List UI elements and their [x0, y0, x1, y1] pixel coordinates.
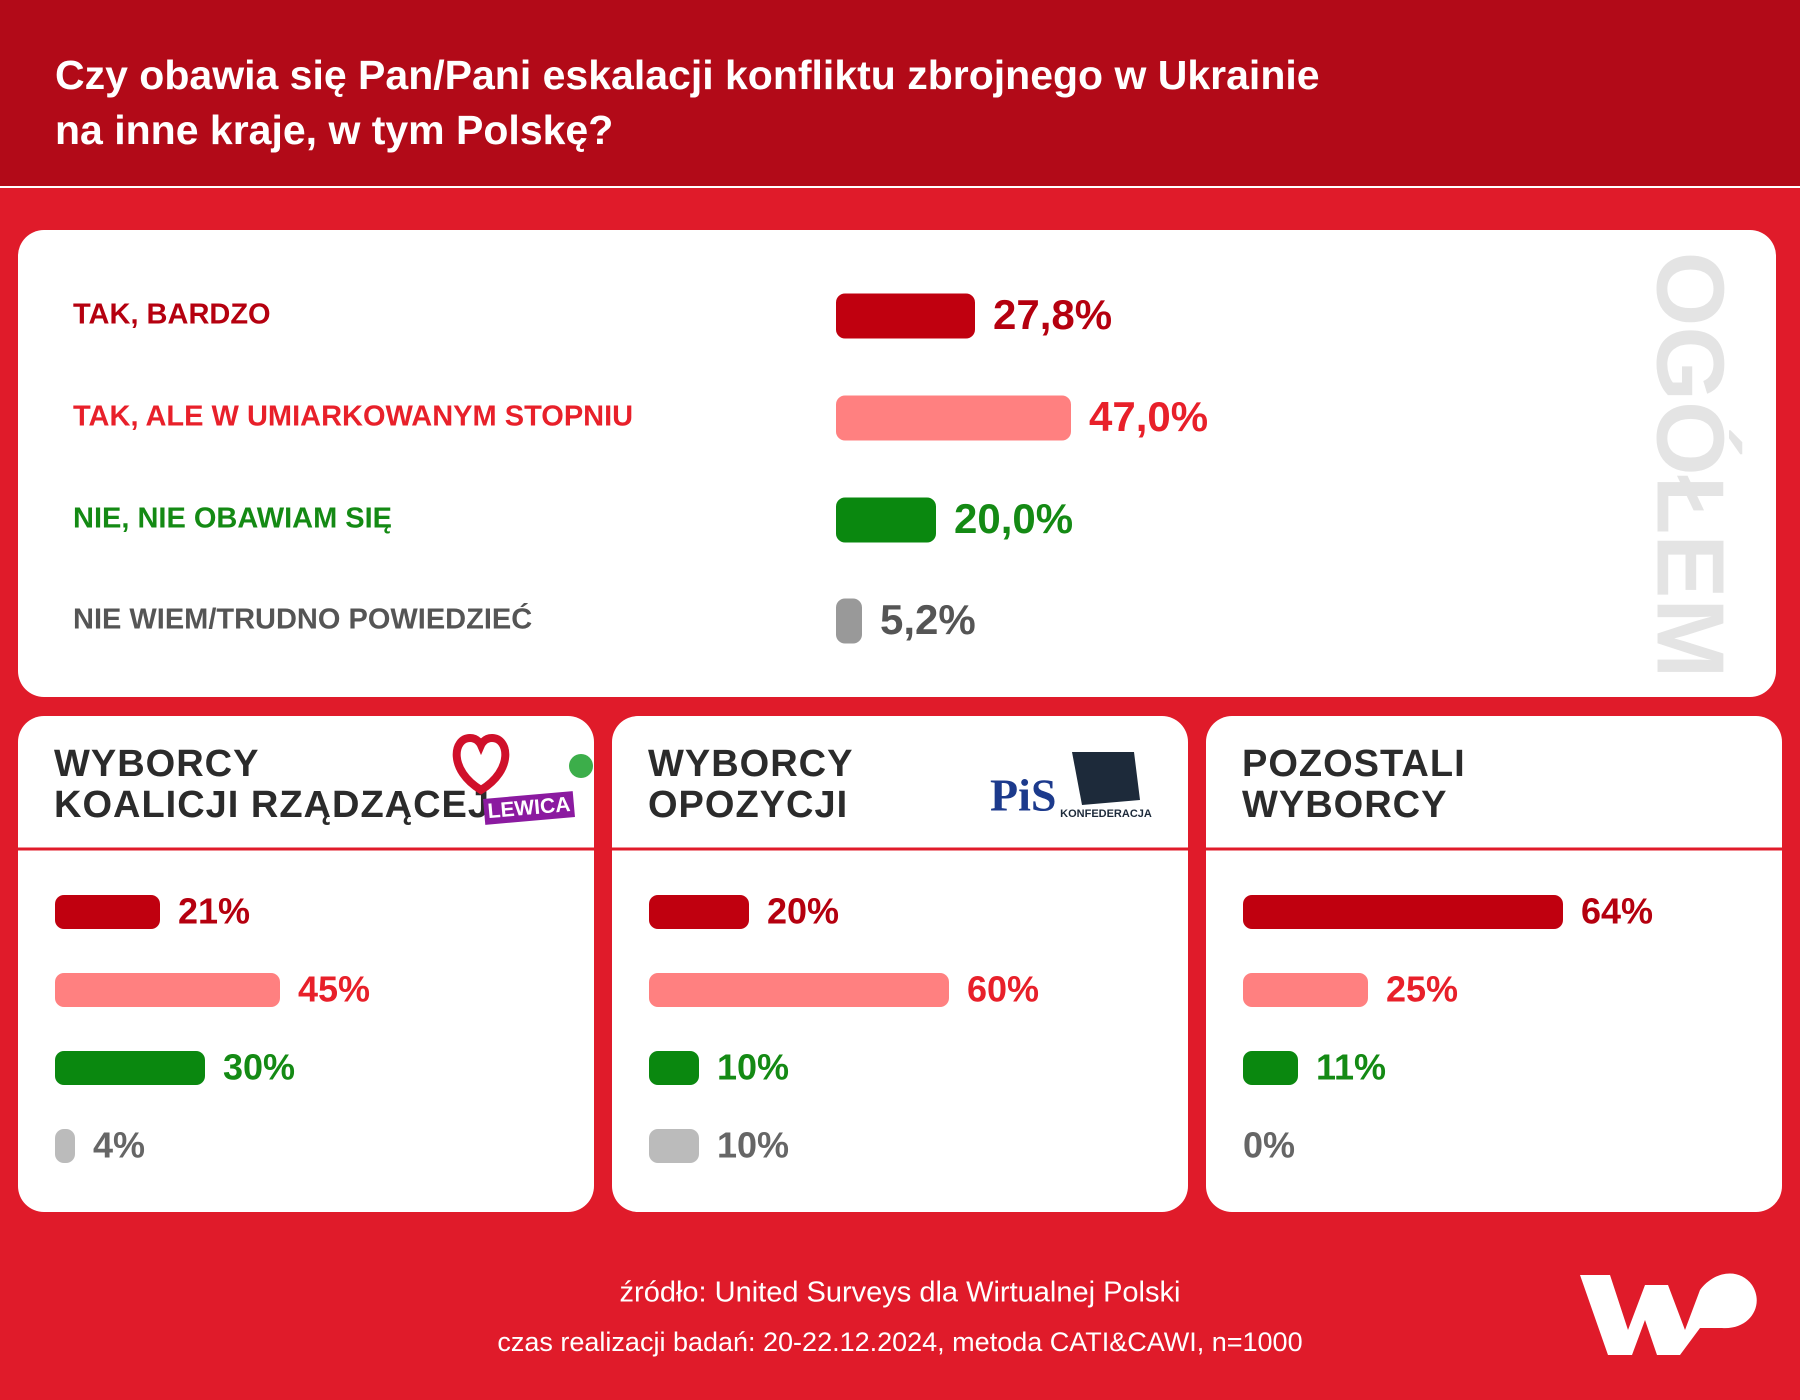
bar [55, 895, 160, 929]
method: czas realizacji badań: 20-22.12.2024, me… [497, 1327, 1302, 1357]
bar [1243, 973, 1368, 1007]
bar [649, 973, 949, 1007]
category-label: NIE, NIE OBAWIAM SIĘ [73, 503, 392, 535]
bar [836, 598, 862, 644]
category-label: TAK, ALE W UMIARKOWANYM STOPNIU [73, 401, 633, 433]
wp-logo [1580, 1273, 1757, 1355]
bar [649, 895, 749, 929]
value-label: 30% [223, 1047, 295, 1088]
value-label: 60% [967, 969, 1039, 1010]
logo-box [483, 791, 575, 825]
value-label: 47,0% [1089, 393, 1208, 440]
value-label: 20,0% [954, 495, 1073, 542]
panel [1206, 716, 1782, 1212]
value-label: 20% [767, 891, 839, 932]
logo-text: PiS [990, 770, 1056, 821]
value-label: 25% [1386, 969, 1458, 1010]
panel-title: WYBORCY [1242, 784, 1447, 826]
bar [55, 973, 280, 1007]
header-band [0, 0, 1800, 186]
value-label: 27,8% [993, 291, 1112, 338]
value-label: 5,2% [880, 596, 976, 643]
value-label: 0% [1243, 1125, 1295, 1166]
clover-icon [569, 754, 593, 778]
bar [836, 293, 975, 339]
panel-title: WYBORCY [648, 743, 853, 785]
bar [55, 1051, 205, 1085]
value-label: 21% [178, 891, 250, 932]
panel-title: POZOSTALI [1242, 743, 1466, 785]
source: źródło: United Surveys dla Wirtualnej Po… [620, 1277, 1181, 1309]
title-line: Czy obawia się Pan/Pani eskalacji konfli… [55, 52, 1320, 98]
bar [649, 1051, 699, 1085]
heart-icon [452, 733, 510, 795]
category-label: TAK, BARDZO [73, 299, 271, 331]
eagle-icon [1072, 752, 1140, 805]
panel-title: KOALICJI RZĄDZĄCEJ [54, 784, 490, 826]
card [18, 230, 1776, 697]
value-label: 4% [93, 1125, 145, 1166]
value-label: 10% [717, 1125, 789, 1166]
value-label: 11% [1316, 1047, 1386, 1088]
bar [649, 1129, 699, 1163]
value-label: 10% [717, 1047, 789, 1088]
panel [612, 716, 1188, 1212]
side-label: OGÓŁEM [1637, 252, 1744, 679]
value-label: 45% [298, 969, 370, 1010]
bar [1243, 1051, 1298, 1085]
title-line: na inne kraje, w tym Polskę? [55, 107, 613, 153]
bar [1243, 895, 1563, 929]
bar [55, 1129, 75, 1163]
category-label: NIE WIEM/TRUDNO POWIEDZIEĆ [73, 602, 532, 636]
panel-title: OPOZYCJI [648, 784, 848, 826]
value-label: 64% [1581, 891, 1653, 932]
panel-title: WYBORCY [54, 743, 259, 785]
bar [836, 395, 1071, 441]
bar [836, 497, 936, 543]
logo-text: KONFEDERACJA [1060, 808, 1152, 820]
panel [18, 716, 594, 1212]
